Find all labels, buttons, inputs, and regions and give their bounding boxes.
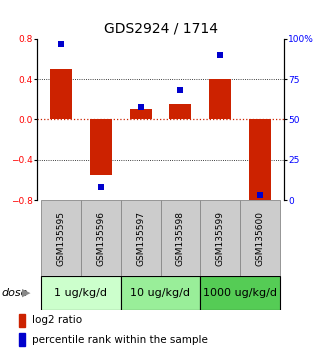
Bar xyxy=(130,109,152,120)
Bar xyxy=(19,314,25,327)
Text: GSM135596: GSM135596 xyxy=(96,211,105,266)
Point xyxy=(178,88,183,93)
Text: GSM135600: GSM135600 xyxy=(256,211,265,266)
Bar xyxy=(209,79,231,120)
Bar xyxy=(249,120,271,205)
Text: GSM135599: GSM135599 xyxy=(216,211,225,266)
Bar xyxy=(200,200,240,276)
Text: GDS2924 / 1714: GDS2924 / 1714 xyxy=(103,21,218,35)
Text: 10 ug/kg/d: 10 ug/kg/d xyxy=(131,288,190,298)
Point xyxy=(98,184,103,190)
Text: GSM135598: GSM135598 xyxy=(176,211,185,266)
Bar xyxy=(200,276,280,310)
Bar xyxy=(169,104,191,120)
Text: dose: dose xyxy=(2,288,28,298)
Point xyxy=(257,192,263,198)
Text: percentile rank within the sample: percentile rank within the sample xyxy=(32,335,208,345)
Bar xyxy=(240,200,280,276)
Bar xyxy=(90,120,112,175)
Text: 1 ug/kg/d: 1 ug/kg/d xyxy=(54,288,107,298)
Text: ▶: ▶ xyxy=(22,288,30,298)
Bar xyxy=(19,333,25,346)
Text: GSM135595: GSM135595 xyxy=(56,211,65,266)
Point xyxy=(218,52,223,58)
Point xyxy=(58,41,64,47)
Text: 1000 ug/kg/d: 1000 ug/kg/d xyxy=(203,288,277,298)
Point xyxy=(138,104,143,109)
Bar xyxy=(81,200,121,276)
Bar xyxy=(121,276,200,310)
Bar xyxy=(160,200,200,276)
Text: GSM135597: GSM135597 xyxy=(136,211,145,266)
Bar xyxy=(41,276,121,310)
Bar xyxy=(41,200,81,276)
Text: log2 ratio: log2 ratio xyxy=(32,315,82,325)
Bar xyxy=(50,69,72,120)
Bar xyxy=(121,200,160,276)
